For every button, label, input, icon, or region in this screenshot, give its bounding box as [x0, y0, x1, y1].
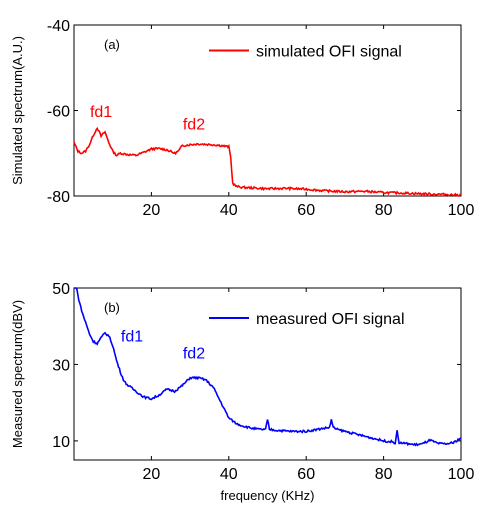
- x-axis-label-b: frequency (KHz): [221, 488, 315, 503]
- y-tick-label-b: 30: [52, 357, 70, 374]
- x-tick-label-b: 40: [220, 466, 238, 483]
- x-tick-label-a: 40: [220, 202, 238, 219]
- y-tick-label-b: 50: [52, 281, 70, 298]
- x-tick-label-a: 80: [375, 202, 393, 219]
- x-tick-label-a: 60: [297, 202, 315, 219]
- y-tick-label-a: -40: [47, 18, 70, 35]
- annotation-fd1-a: fd1: [90, 104, 112, 121]
- y-tick-label-b: 10: [52, 434, 70, 451]
- series-line-b: [74, 287, 462, 447]
- legend-label-b: measured OFI signal: [256, 311, 405, 328]
- x-tick-label-a: 100: [448, 202, 475, 219]
- annotation-fd1-b: fd1: [121, 329, 143, 346]
- panel-label-a: (a): [104, 37, 120, 52]
- series-line-a: [73, 126, 462, 197]
- annotation-fd2-a: fd2: [183, 117, 205, 134]
- plot-area-b: [73, 287, 462, 461]
- x-tick-label-b: 80: [375, 466, 393, 483]
- x-tick-label-b: 100: [448, 466, 475, 483]
- annotation-fd2-b: fd2: [183, 346, 205, 363]
- legend-label-a: simulated OFI signal: [256, 44, 402, 61]
- x-tick-label-b: 60: [297, 466, 315, 483]
- x-tick-label-a: 20: [143, 202, 161, 219]
- y-axis-label-a: Simulated spectrum(A.U.): [10, 36, 25, 185]
- y-tick-label-a: -80: [47, 189, 70, 206]
- y-tick-label-a: -60: [47, 104, 70, 121]
- panel-label-b: (b): [104, 300, 120, 315]
- x-tick-label-b: 20: [143, 466, 161, 483]
- y-axis-label-b: Measured spectrum(dBV): [10, 300, 25, 448]
